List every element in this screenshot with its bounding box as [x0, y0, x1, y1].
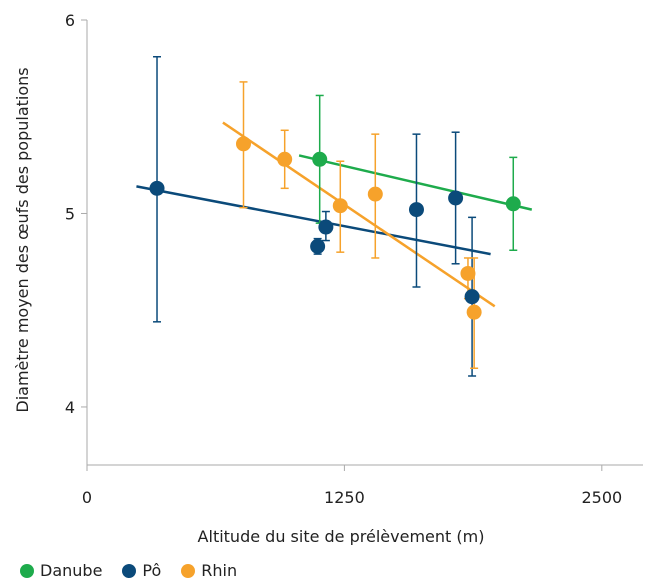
y-tick-label: 4 [65, 398, 75, 417]
x-tick-label: 0 [82, 488, 92, 507]
data-point [408, 202, 424, 218]
trend-line [136, 185, 491, 256]
legend-item-danube[interactable]: Danube [20, 561, 102, 580]
data-point [310, 238, 326, 254]
data-point [367, 186, 383, 202]
legend-label-danube: Danube [40, 561, 103, 580]
data-point [505, 196, 521, 212]
trend-line [222, 121, 496, 308]
x-tick-label: 1250 [324, 488, 365, 507]
legend-dot-po [122, 563, 137, 578]
legend-label-rhin: Rhin [201, 561, 238, 580]
x-axis-label: Altitude du site de prélèvement (m) [198, 527, 485, 545]
legend-dot-danube [20, 563, 34, 578]
data-point [277, 151, 293, 167]
legend-dot-rhin [181, 563, 196, 578]
legend-label-po: Pô [142, 561, 162, 580]
plot-area [136, 56, 533, 377]
legend: Danube Pô Rhin [20, 561, 257, 580]
legend-item-rhin[interactable]: Rhin [181, 561, 237, 580]
data-point [464, 289, 480, 305]
trend-line [298, 154, 533, 211]
x-tick-label: 2500 [581, 488, 622, 507]
legend-item-po[interactable]: Pô [122, 561, 161, 580]
y-tick-label: 6 [65, 11, 75, 30]
scatter-chart: 4 5 6 0 1250 2500 Altitude du site de prélève… [13, 11, 643, 545]
data-point [236, 136, 252, 152]
y-axis-label: Diamètre moyen des œufs des populations [13, 67, 32, 412]
data-point [318, 219, 334, 235]
axes: 4 5 6 0 1250 2500 [65, 11, 643, 507]
data-point [448, 190, 464, 206]
data-point [332, 198, 348, 214]
y-tick-label: 5 [65, 204, 75, 223]
data-point [312, 151, 328, 167]
data-point [466, 304, 482, 320]
data-point [149, 180, 165, 196]
data-point [460, 265, 476, 281]
